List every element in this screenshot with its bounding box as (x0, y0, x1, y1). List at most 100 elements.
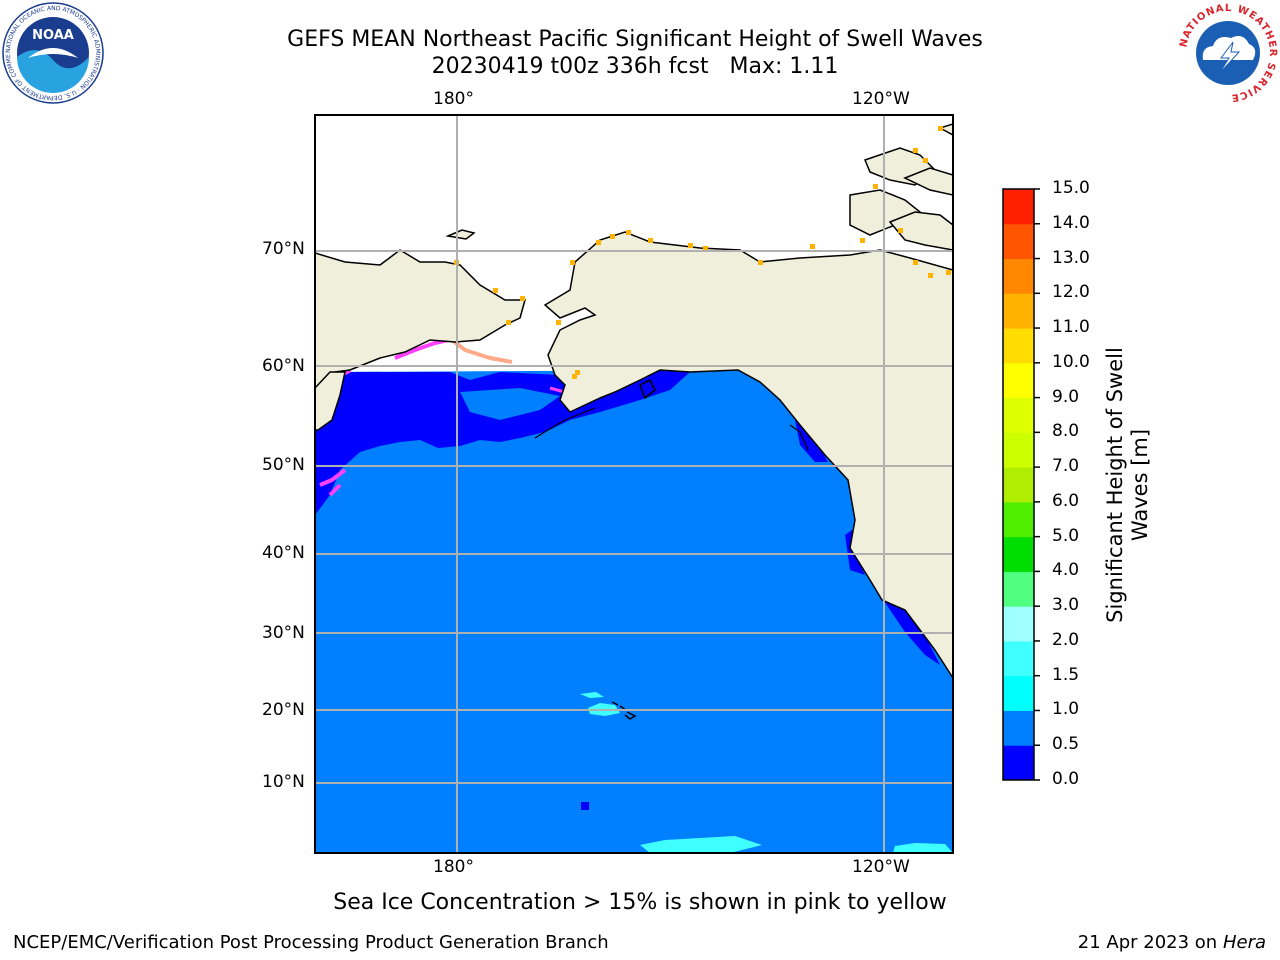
colorbar-swatch-3 (1003, 640, 1034, 677)
lon-label-top-120w: 120°W (852, 89, 910, 109)
colorbar-swatch-7 (1003, 501, 1034, 538)
colorbar-swatch-0 (1003, 745, 1034, 781)
land-arctic-island-3 (903, 167, 953, 196)
footer-date: 21 Apr 2023 on Hera (1078, 932, 1266, 953)
lat-label-30n: 30°N (262, 623, 305, 643)
chart-title: GEFS MEAN Northeast Pacific Significant … (0, 26, 1270, 80)
colorbar-title-line-1: Significant Height of Swell (1103, 347, 1127, 623)
footer-date-text: 21 Apr 2023 on (1077, 932, 1223, 953)
lat-label-20n: 20°N (262, 700, 305, 720)
lat-label-70n: 70°N (262, 239, 305, 259)
sea-ice-dot-4 (648, 238, 653, 243)
colorbar-swatch-16 (1003, 189, 1034, 225)
coast-alaska-peninsula (534, 407, 809, 451)
land-north-america (543, 231, 953, 680)
swell-patch-south-center (640, 836, 762, 853)
colorbar-tick-label: 11.0 (1052, 317, 1090, 338)
land-arctic-island-4 (888, 211, 953, 251)
sea-ice-note: Sea Ice Concentration > 15% is shown in … (333, 890, 947, 915)
colorbar-swatch-15 (1003, 223, 1034, 260)
lat-label-50n: 50°N (262, 455, 305, 475)
land-arctic-island-5 (938, 123, 953, 136)
title-line-2: 20230419 t00z 336h fcst Max: 1.11 (431, 54, 839, 79)
sea-ice-dot-8 (810, 244, 815, 249)
sea-ice-dot-3 (626, 230, 631, 235)
sea-ice-dot-19 (556, 320, 561, 325)
colorbar-swatch-9 (1003, 432, 1034, 468)
sea-ice-dot-0 (570, 260, 575, 265)
low-swell-patch-south (581, 802, 589, 810)
sea-ice-dot-23 (898, 228, 903, 233)
colorbar-tick-label: 6.0 (1052, 490, 1080, 511)
lon-label-bottom-120w: 120°W (852, 857, 910, 877)
low-swell-aleutians (315, 370, 690, 515)
colorbar-swatch-10 (1003, 397, 1034, 433)
lat-label-60n: 60°N (262, 356, 305, 376)
lon-label-top-180: 180° (433, 89, 474, 109)
colorbar-swatch-11 (1003, 362, 1034, 399)
swell-patch-south-east (893, 843, 953, 853)
sea-ice-dot-2 (610, 234, 615, 239)
sea-ice-dot-13 (913, 260, 918, 265)
sea-ice-dot-21 (572, 374, 577, 379)
map-layers (315, 115, 953, 853)
title-line-1: GEFS MEAN Northeast Pacific Significant … (287, 27, 983, 52)
sea-ice-dot-1 (596, 240, 601, 245)
sea-ice-dot-5 (688, 243, 693, 248)
colorbar-swatch-2 (1003, 675, 1034, 711)
low-swell-california (882, 598, 940, 665)
sea-ice-dot-11 (923, 158, 928, 163)
colorbar-tick-label: 0.5 (1052, 734, 1080, 755)
colorbar-tick-label: 0.0 (1052, 769, 1080, 789)
gulf-ocean-patch (460, 388, 560, 420)
colorbar-tick-label: 1.0 (1052, 699, 1080, 720)
low-swell-bc-coast (795, 420, 828, 462)
sea-ice-dot-22 (520, 296, 525, 301)
colorbar-tick-label: 14.0 (1052, 212, 1090, 233)
sea-ice-dot-20 (575, 370, 580, 375)
sea-ice-bering-edge (450, 338, 513, 364)
lat-label-10n: 10°N (262, 772, 305, 792)
colorbar-title-line-2: Waves [m] (1128, 428, 1152, 542)
colorbar-tick-label: 1.5 (1052, 664, 1080, 685)
colorbar-tick-label: 12.0 (1052, 282, 1090, 303)
colorbar-tick-label: 2.0 (1052, 629, 1080, 650)
sea-ice-kamchatka (319, 468, 347, 497)
ocean-swell-field (315, 370, 953, 853)
footer-branch: NCEP/EMC/Verification Post Processing Pr… (13, 932, 609, 953)
land-kodiak (639, 378, 656, 400)
sea-ice-dot-6 (703, 246, 708, 251)
sea-ice-dot-7 (758, 260, 763, 265)
colorbar-swatch-12 (1003, 328, 1034, 364)
noaa-logo-icon: NATIONAL OCEANIC AND ATMOSPHERIC ADMINIS… (2, 2, 104, 104)
sea-ice-dot-24 (873, 184, 878, 189)
sea-ice-dot-14 (928, 273, 933, 278)
colorbar-tick-label: 15.0 (1052, 178, 1090, 198)
lon-label-bottom-180: 180° (433, 857, 474, 877)
sea-ice-dot-9 (860, 238, 865, 243)
footer-machine: Hera (1222, 932, 1266, 953)
colorbar-swatch-4 (1003, 606, 1034, 642)
sea-ice-dot-15 (946, 270, 951, 275)
colorbar-swatch-13 (1003, 293, 1034, 329)
sea-ice-dot-12 (938, 126, 943, 131)
colorbar-swatch-1 (1003, 710, 1034, 746)
land-chukotka (315, 249, 526, 389)
sea-ice-dot-17 (493, 288, 498, 293)
colorbar-tick-label: 7.0 (1052, 456, 1080, 477)
colorbar-tick-label: 9.0 (1052, 386, 1080, 407)
map-frame (314, 114, 954, 854)
colorbar-frame (1002, 188, 1035, 781)
colorbar-swatch-14 (1003, 258, 1034, 294)
colorbar-swatch-8 (1003, 467, 1034, 503)
colorbar-title: Significant Height of Swell Waves [m] (1103, 325, 1153, 645)
colorbar-swatch-5 (1003, 571, 1034, 607)
nws-logo-icon: NATIONAL WEATHER SERVICE (1178, 3, 1278, 103)
noaa-text: NOAA (32, 28, 74, 43)
sea-ice-dot-18 (506, 320, 511, 325)
colorbar-tick-label: 10.0 (1052, 351, 1090, 372)
lat-label-40n: 40°N (262, 543, 305, 563)
colorbar-tick-label: 13.0 (1052, 247, 1090, 268)
colorbar-tick-label: 5.0 (1052, 525, 1080, 546)
